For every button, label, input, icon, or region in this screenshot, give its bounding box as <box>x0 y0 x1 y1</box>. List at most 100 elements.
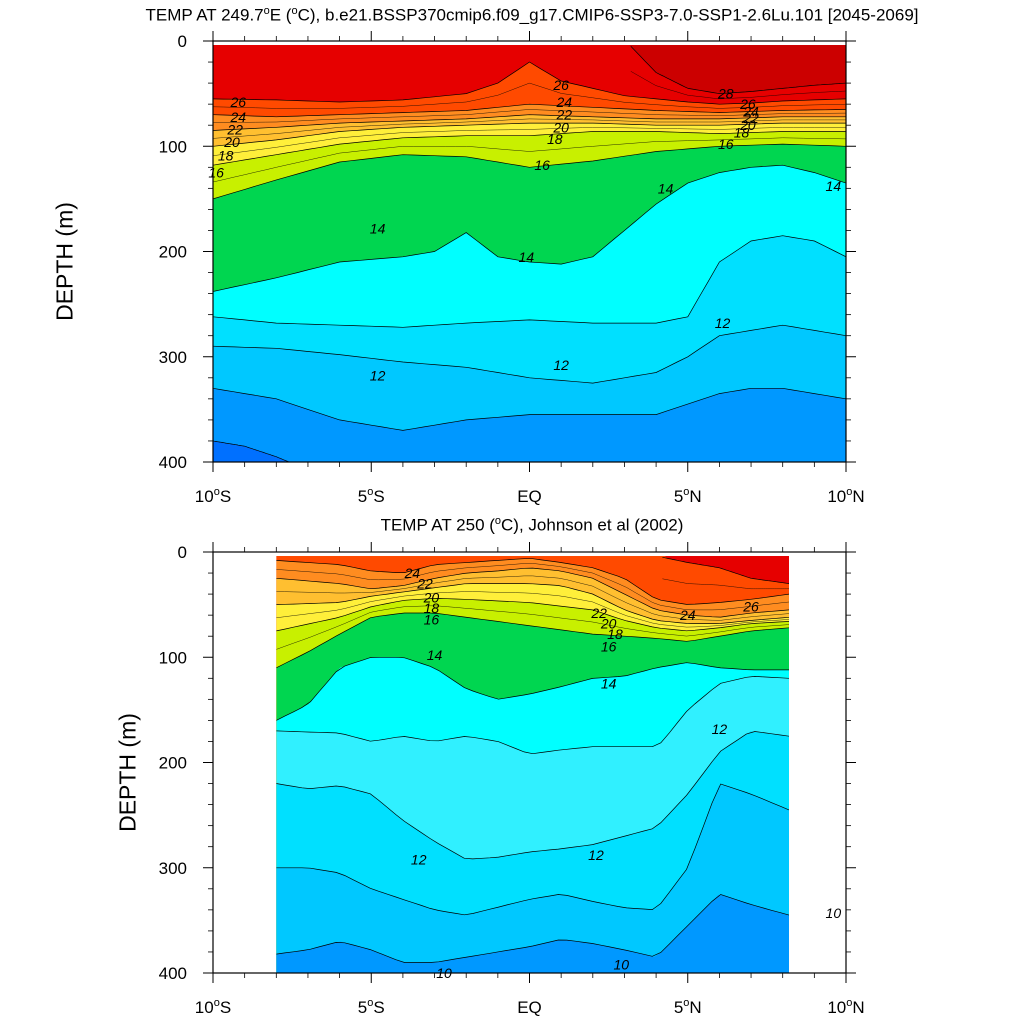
contour-label: 18 <box>218 148 234 164</box>
x-tick-label: EQ <box>517 487 542 506</box>
isotherm-minor <box>276 605 790 650</box>
isotherm-16 <box>213 143 846 200</box>
contour-label: 14 <box>601 676 617 692</box>
contour-fills-0 <box>213 45 846 462</box>
isotherm-22 <box>213 114 846 131</box>
isotherm-12 <box>276 731 790 860</box>
isotherm-26 <box>662 556 790 584</box>
contour-lines-0 <box>213 46 846 462</box>
x-tick-label: 5oS <box>358 486 385 506</box>
contour-label: 22 <box>590 605 607 621</box>
isotherm-13 <box>276 676 790 755</box>
y-tick-label: 300 <box>159 859 187 878</box>
x-tick-label: EQ <box>517 998 542 1017</box>
isotherm-minor <box>276 575 790 621</box>
plot-panel-0: 2826242220181614141212122624222018161416… <box>159 31 865 506</box>
contour-label: 16 <box>534 157 550 173</box>
contour-label: 16 <box>208 165 224 181</box>
isotherm-9 <box>213 440 290 462</box>
isotherm-14 <box>276 656 789 721</box>
contour-label: 18 <box>734 125 750 141</box>
x-tick-label: 10oN <box>827 486 864 506</box>
contour-label: 12 <box>411 851 427 867</box>
contour-label: 10 <box>613 957 629 973</box>
isotherm-minor <box>276 591 790 628</box>
contour-label: 22 <box>742 110 759 126</box>
x-tick-label: 5oS <box>358 997 385 1017</box>
contour-label: 24 <box>404 565 421 581</box>
x-tick-label: 10oN <box>827 997 864 1017</box>
y-tick-label: 100 <box>159 137 187 156</box>
band-9 <box>213 440 846 462</box>
y-tick-label: 200 <box>159 243 187 262</box>
isotherm-minor <box>276 563 790 611</box>
x-tick-label: 10oS <box>195 486 231 506</box>
y-tick-label: 0 <box>178 543 187 562</box>
isotherm-18 <box>213 131 846 166</box>
band-10 <box>276 894 789 973</box>
contour-label: 22 <box>416 576 433 592</box>
contour-label: 24 <box>556 94 573 110</box>
y-tick-label: 400 <box>159 964 187 983</box>
y-tick-label: 300 <box>159 348 187 367</box>
contour-label: 26 <box>552 77 569 93</box>
contour-label: 24 <box>679 607 696 623</box>
contour-label: 14 <box>427 647 443 663</box>
band-10 <box>213 388 846 462</box>
contour-label: 12 <box>715 315 731 331</box>
plot-panel-1: 2422201816141210222018161412102426121010… <box>159 542 865 1017</box>
isotherm-24 <box>276 558 790 605</box>
contour-label: 14 <box>519 249 535 265</box>
contour-label: 20 <box>600 616 617 632</box>
y-tick-label: 100 <box>159 648 187 667</box>
contour-label: 26 <box>739 96 756 112</box>
isotherm-26 <box>213 61 846 105</box>
isotherm-22 <box>276 567 790 618</box>
contour-label: 10 <box>826 905 842 921</box>
x-tick-label: 5oN <box>674 486 702 506</box>
contour-label: 22 <box>556 107 573 123</box>
contour-label: 20 <box>552 119 569 135</box>
contour-label: 16 <box>601 639 617 655</box>
contour-label: 28 <box>717 86 734 102</box>
contour-lines-1 <box>276 556 790 963</box>
chart-title-top: TEMP AT 249.7oE (oC), b.e21.BSSP370cmip6… <box>145 5 919 25</box>
contour-label: 12 <box>712 721 728 737</box>
contour-label: 22 <box>226 121 243 137</box>
isotherm-28 <box>630 46 846 94</box>
chart-title-bottom: TEMP AT 250 (oC), Johnson et al (2002) <box>380 515 684 535</box>
contour-label: 26 <box>742 599 759 615</box>
isotherm-18 <box>276 598 790 632</box>
contour-label: 14 <box>658 180 674 196</box>
isotherm-minor <box>213 109 846 123</box>
contour-label: 16 <box>718 136 734 152</box>
x-tick-label: 10oS <box>195 997 231 1017</box>
isotherm-minor <box>213 137 846 183</box>
contour-label: 20 <box>223 134 240 150</box>
isotherm-10 <box>276 894 790 963</box>
contour-label: 12 <box>553 357 569 373</box>
isotherm-10 <box>213 387 846 431</box>
isotherm-minor <box>662 578 789 589</box>
contour-label: 16 <box>424 611 440 627</box>
contour-fills-1 <box>276 556 790 973</box>
contour-label: 14 <box>370 220 386 236</box>
isotherm-16 <box>276 612 790 669</box>
contour-label: 12 <box>588 847 604 863</box>
contour-label: 24 <box>230 109 247 125</box>
y-tick-label: 0 <box>178 32 187 51</box>
contour-label: 14 <box>826 178 842 194</box>
isotherm-20 <box>276 583 790 624</box>
isotherm-14 <box>213 164 846 292</box>
isotherm-11 <box>213 324 846 384</box>
band-11 <box>276 785 789 973</box>
contour-label: 20 <box>739 117 756 133</box>
isotherm-12 <box>213 235 846 328</box>
isotherm-minor <box>630 71 846 100</box>
isotherm-minor <box>213 82 846 109</box>
y-tick-label: 400 <box>159 453 187 472</box>
isotherm-11 <box>276 783 790 916</box>
contour-label: 18 <box>607 626 623 642</box>
contour-label: 24 <box>742 104 759 120</box>
